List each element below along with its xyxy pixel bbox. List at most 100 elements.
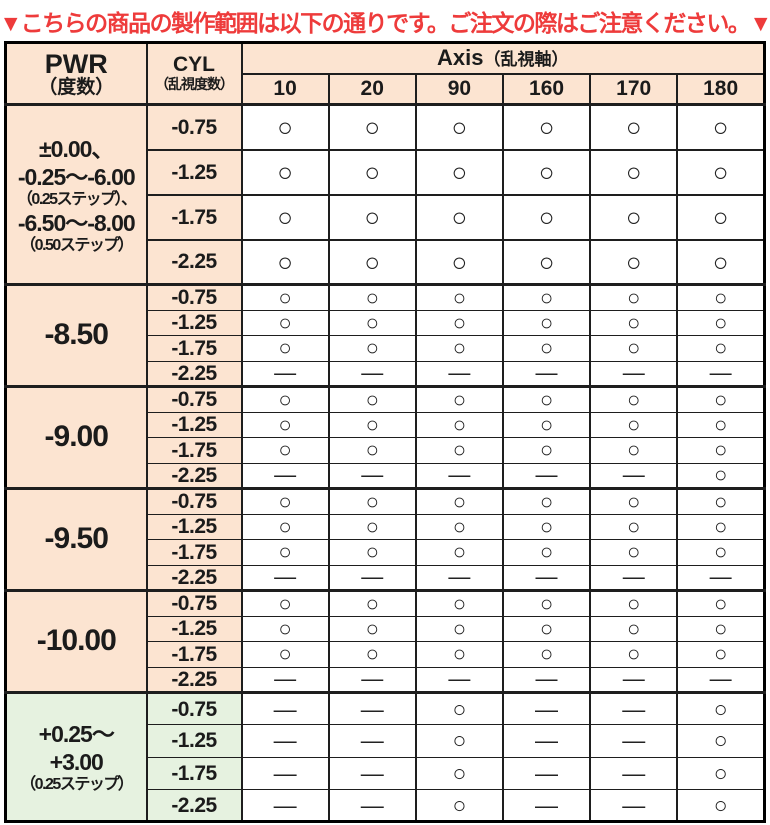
axis-value-170: 170 <box>589 72 679 106</box>
availability-cell: ○ <box>327 437 417 464</box>
availability-cell: ○ <box>414 487 504 515</box>
table-row: -1.25 ○ ○ ○ ○ ○ ○ <box>6 148 766 195</box>
availability-cell: ○ <box>676 148 766 195</box>
availability-cell: — <box>327 462 417 489</box>
availability-cell: — <box>501 756 592 790</box>
table-row: -1.75— — ○ — — ○ <box>6 756 766 790</box>
table-row: -1.75 ○ ○ ○ ○ ○ ○ <box>6 193 766 240</box>
availability-cell: ○ <box>240 148 330 195</box>
availability-cell: ○ <box>414 513 504 540</box>
axis-column-header: Axis（乱視軸） <box>240 41 766 75</box>
availability-cell: ○ <box>327 487 417 515</box>
availability-cell: ○ <box>414 238 504 285</box>
availability-cell: ○ <box>240 238 330 285</box>
availability-cell: ○ <box>327 148 417 195</box>
pwr-range-line: ±0.00、 <box>39 135 114 162</box>
cyl-value-cell: -2.25 <box>145 666 243 693</box>
availability-cell: ○ <box>414 309 504 336</box>
availability-cell: ○ <box>327 193 417 240</box>
availability-cell: ○ <box>327 615 417 642</box>
cyl-value-cell: -1.75 <box>145 335 243 362</box>
availability-cell: — <box>501 462 592 489</box>
availability-cell: ○ <box>676 335 766 362</box>
availability-cell: — <box>327 756 417 790</box>
cyl-value-cell: -0.75 <box>145 103 243 150</box>
pwr-range-line: -0.25〜-6.00 <box>17 163 136 190</box>
pwr-range-line: -10.00 <box>36 624 117 658</box>
availability-cell: — <box>589 564 679 591</box>
table-row: -1.75 ○ ○ ○ ○ ○ ○ <box>6 539 766 566</box>
pwr-range-line: -9.50 <box>44 522 109 556</box>
availability-cell: ○ <box>240 309 330 336</box>
availability-cell: ○ <box>240 615 330 642</box>
availability-cell: ○ <box>240 437 330 464</box>
availability-cell: ○ <box>501 385 592 413</box>
cyl-value-cell: -0.75 <box>145 487 243 515</box>
pwr-range-line: （0.25ステップ）、 <box>16 190 137 208</box>
axis-value-180: 180 <box>676 72 766 106</box>
table-row: -2.25— — — — — ○ <box>6 462 766 489</box>
availability-cell: ○ <box>589 641 679 668</box>
cyl-value-cell: -2.25 <box>145 238 243 285</box>
availability-cell: ○ <box>327 641 417 668</box>
availability-cell: ○ <box>414 539 504 566</box>
availability-cell: ○ <box>414 788 504 823</box>
pwr-group-cell: +0.25〜 +3.00 （0.25ステップ） <box>4 690 148 823</box>
availability-cell: — <box>414 666 504 693</box>
availability-cell: ○ <box>589 309 679 336</box>
cyl-value-cell: -2.25 <box>145 564 243 591</box>
availability-cell: ○ <box>501 103 592 150</box>
availability-cell: ○ <box>327 589 417 617</box>
availability-cell: — <box>676 360 766 387</box>
pwr-header-label: PWR <box>44 48 108 79</box>
availability-cell: — <box>589 788 679 823</box>
availability-cell: ○ <box>589 283 679 311</box>
availability-cell: ○ <box>240 487 330 515</box>
cyl-value-cell: -0.75 <box>145 589 243 617</box>
pwr-group-cell: -9.50 <box>4 487 148 591</box>
availability-cell: ○ <box>676 437 766 464</box>
availability-cell: ○ <box>327 335 417 362</box>
availability-cell: — <box>589 690 679 726</box>
availability-cell: — <box>240 756 330 790</box>
availability-cell: — <box>414 462 504 489</box>
availability-cell: ○ <box>240 193 330 240</box>
cyl-value-cell: -2.25 <box>145 462 243 489</box>
table-body: ±0.00、 -0.25〜-6.00 （0.25ステップ）、 -6.50〜-8.00 （… <box>4 103 766 823</box>
availability-cell: ○ <box>327 238 417 285</box>
availability-cell: ○ <box>676 724 766 758</box>
availability-cell: ○ <box>414 193 504 240</box>
availability-cell: ○ <box>501 513 592 540</box>
availability-cell: ○ <box>589 487 679 515</box>
axis-values-row: 10 20 90 160 170 180 <box>6 72 766 106</box>
cyl-value-cell: -1.25 <box>145 411 243 438</box>
availability-cell: ○ <box>501 411 592 438</box>
availability-cell: ○ <box>240 589 330 617</box>
availability-cell: ○ <box>501 238 592 285</box>
availability-cell: ○ <box>676 641 766 668</box>
cyl-value-cell: -1.75 <box>145 539 243 566</box>
availability-cell: — <box>589 724 679 758</box>
availability-cell: ○ <box>676 513 766 540</box>
pwr-range-line: （0.25ステップ） <box>20 776 134 794</box>
availability-cell: ○ <box>240 539 330 566</box>
cyl-value-cell: -2.25 <box>145 788 243 823</box>
cyl-value-cell: -0.75 <box>145 283 243 311</box>
availability-cell: ○ <box>501 309 592 336</box>
availability-cell: — <box>501 360 592 387</box>
availability-cell: ○ <box>414 385 504 413</box>
availability-cell: — <box>589 756 679 790</box>
table-row: -2.25— — — — — — <box>6 564 766 591</box>
pwr-range-line: -6.50〜-8.00 <box>17 209 136 236</box>
availability-cell: — <box>501 666 592 693</box>
availability-cell: ○ <box>589 193 679 240</box>
axis-header-label: Axis <box>437 45 484 71</box>
table-row: -1.25 ○ ○ ○ ○ ○ ○ <box>6 513 766 540</box>
availability-cell: ○ <box>240 335 330 362</box>
table-row: -1.25 ○ ○ ○ ○ ○ ○ <box>6 411 766 438</box>
availability-cell: ○ <box>327 103 417 150</box>
availability-cell: — <box>589 360 679 387</box>
table-row: -1.75 ○ ○ ○ ○ ○ ○ <box>6 437 766 464</box>
availability-cell: — <box>240 690 330 726</box>
availability-cell: ○ <box>589 437 679 464</box>
